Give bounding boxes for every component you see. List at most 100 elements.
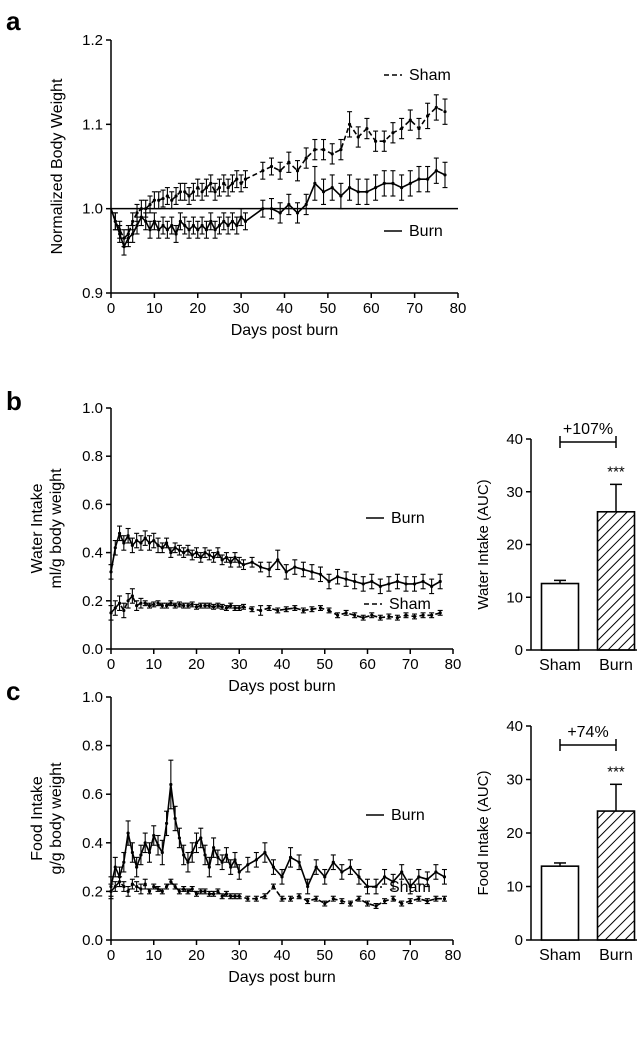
data-point bbox=[178, 219, 182, 223]
data-point bbox=[391, 897, 395, 901]
error-bar bbox=[279, 868, 285, 885]
data-point bbox=[187, 194, 191, 198]
series-sham bbox=[108, 876, 447, 909]
error-bar bbox=[228, 556, 234, 568]
error-bar bbox=[164, 187, 170, 205]
y-tick-label: 0.8 bbox=[82, 448, 103, 465]
data-point bbox=[438, 611, 442, 615]
error-bar bbox=[186, 187, 192, 205]
x-tick-label: 10 bbox=[145, 947, 162, 964]
error-bar bbox=[117, 224, 123, 243]
error-bar bbox=[228, 859, 234, 875]
error-bar bbox=[286, 193, 292, 216]
comparison-label: +74% bbox=[567, 724, 608, 741]
x-tick-label: 40 bbox=[274, 656, 291, 673]
data-point bbox=[135, 884, 139, 889]
data-point bbox=[199, 555, 203, 560]
data-point bbox=[157, 228, 161, 232]
error-bar bbox=[129, 537, 135, 554]
data-point bbox=[331, 897, 335, 901]
data-point bbox=[224, 892, 229, 896]
error-bar bbox=[442, 98, 448, 125]
error-bar bbox=[390, 170, 396, 197]
x-tick-label: 60 bbox=[363, 300, 380, 317]
data-point bbox=[246, 897, 250, 901]
data-point bbox=[284, 607, 288, 611]
error-bar bbox=[112, 212, 118, 231]
data-point bbox=[288, 897, 293, 901]
data-point bbox=[217, 223, 222, 228]
data-point bbox=[357, 875, 361, 879]
error-bar bbox=[125, 527, 131, 544]
data-point bbox=[237, 870, 241, 874]
y-tick-label: 0.6 bbox=[82, 786, 103, 803]
data-point bbox=[199, 889, 203, 894]
data-point bbox=[126, 599, 130, 603]
error-bar bbox=[219, 554, 225, 566]
error-bar bbox=[189, 885, 195, 892]
data-point bbox=[297, 894, 301, 898]
error-bar bbox=[112, 881, 118, 892]
error-bar bbox=[221, 212, 227, 231]
data-point bbox=[417, 126, 421, 131]
data-point bbox=[280, 897, 284, 901]
error-bar bbox=[186, 220, 192, 239]
data-point bbox=[139, 887, 143, 891]
error-bar bbox=[236, 864, 242, 880]
data-point bbox=[230, 181, 235, 185]
y-tick-label: 0.4 bbox=[82, 545, 103, 562]
error-bar bbox=[223, 890, 229, 897]
data-point bbox=[109, 611, 113, 615]
y-tick-label: 10 bbox=[506, 879, 523, 896]
data-point bbox=[400, 126, 404, 131]
error-bar bbox=[241, 603, 247, 610]
comparison-label: +107% bbox=[563, 421, 613, 438]
data-point bbox=[169, 880, 173, 884]
data-point bbox=[417, 897, 421, 901]
data-point bbox=[216, 889, 220, 894]
x-tick-label: 20 bbox=[188, 947, 205, 964]
data-point bbox=[148, 228, 152, 232]
data-point bbox=[160, 889, 164, 894]
data-point bbox=[344, 577, 348, 581]
data-point bbox=[165, 194, 169, 198]
error-bar bbox=[433, 864, 439, 880]
error-bar bbox=[407, 878, 413, 895]
error-bar bbox=[112, 539, 118, 556]
error-bar bbox=[117, 876, 123, 888]
error-bar bbox=[176, 888, 182, 895]
error-bar bbox=[206, 890, 212, 897]
data-point bbox=[327, 608, 331, 613]
error-bar bbox=[364, 178, 370, 205]
error-bar bbox=[262, 893, 268, 900]
data-point bbox=[143, 601, 147, 605]
x-tick-label: 30 bbox=[231, 656, 248, 673]
error-bar bbox=[108, 605, 114, 621]
error-bar bbox=[194, 603, 199, 610]
error-bar bbox=[121, 237, 127, 256]
data-point bbox=[212, 846, 216, 850]
data-point bbox=[271, 884, 276, 889]
y-tick-label: 40 bbox=[506, 431, 523, 448]
error-bar bbox=[212, 220, 218, 239]
data-point bbox=[169, 551, 173, 555]
data-point bbox=[152, 884, 156, 889]
error-bar bbox=[151, 212, 157, 231]
error-bar bbox=[429, 578, 435, 595]
data-point bbox=[152, 198, 156, 202]
data-point bbox=[122, 541, 126, 545]
error-bar bbox=[253, 851, 259, 868]
error-bar bbox=[347, 111, 353, 138]
error-bar bbox=[322, 868, 328, 885]
error-bar bbox=[335, 568, 341, 585]
error-bar bbox=[305, 878, 311, 895]
error-bar bbox=[211, 837, 217, 858]
data-point bbox=[126, 889, 130, 894]
error-bar bbox=[390, 873, 396, 890]
error-bar bbox=[211, 890, 217, 897]
error-bar bbox=[266, 561, 272, 578]
data-point bbox=[330, 152, 334, 156]
data-point bbox=[190, 887, 194, 891]
data-point bbox=[310, 570, 314, 574]
data-point bbox=[157, 198, 161, 202]
